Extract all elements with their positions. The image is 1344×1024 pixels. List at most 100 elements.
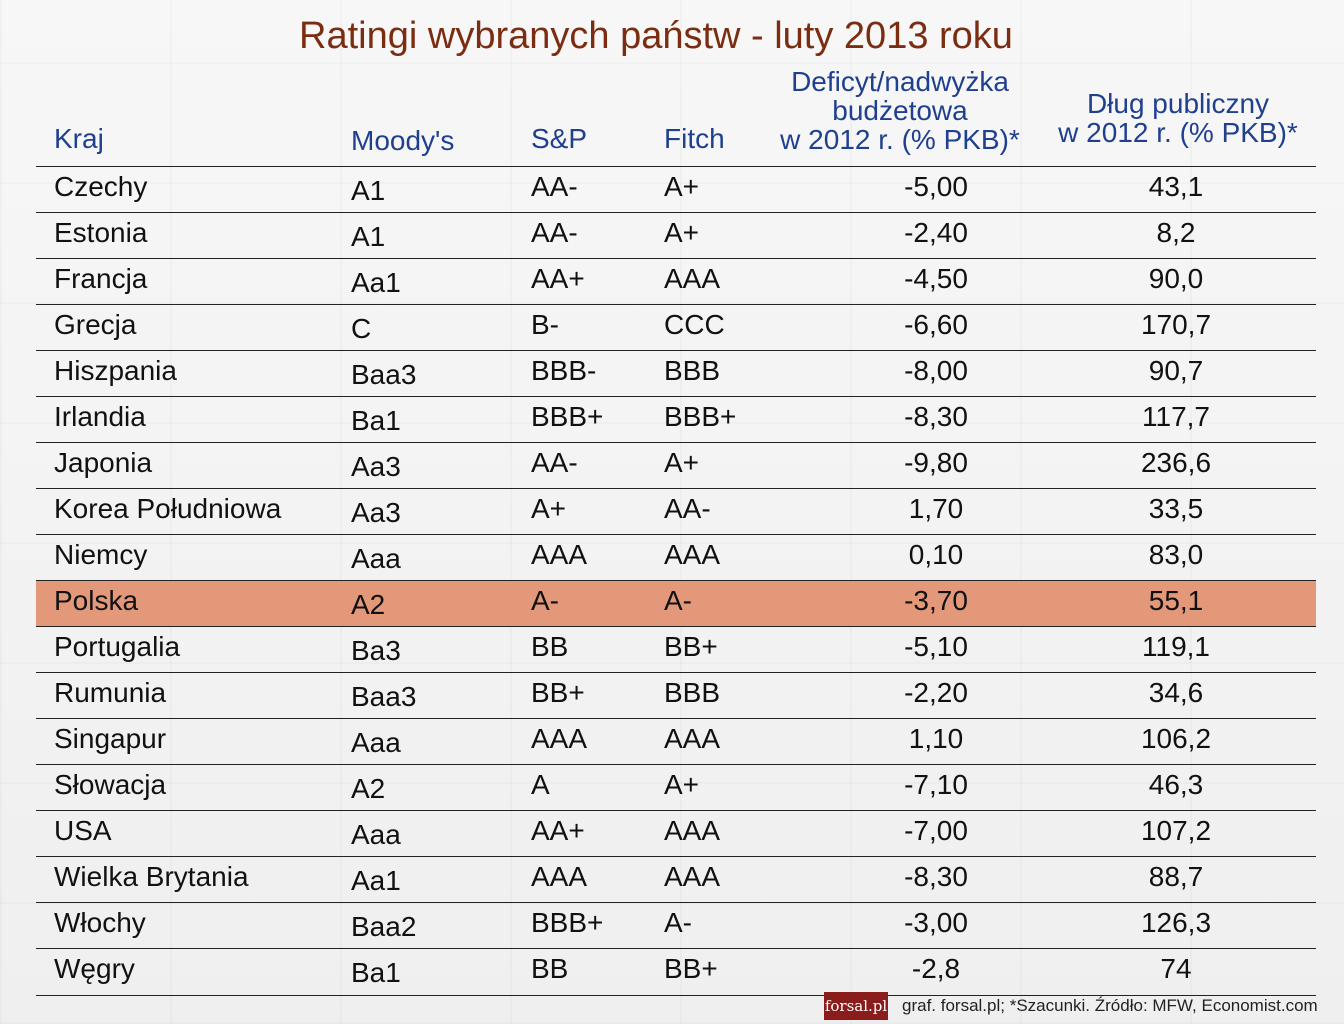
- cell-country: Estonia: [54, 217, 148, 248]
- header-deficit-line1: Deficyt/nadwyżka: [791, 66, 1009, 97]
- cell-fitch: BB+: [664, 631, 718, 662]
- cell-country: Singapur: [54, 723, 167, 754]
- table-row: Grecja C B- CCC -6,60 170,7: [36, 304, 1316, 351]
- header-deficit-line3: w 2012 r. (% PKB)*: [780, 124, 1020, 155]
- cell-country: USA: [54, 815, 112, 846]
- cell-country: Korea Południowa: [54, 493, 282, 524]
- cell-country: Polska: [54, 585, 139, 616]
- cell-fitch: CCC: [664, 309, 725, 340]
- cell-moodys: Aa3: [351, 451, 401, 482]
- cell-sp: AAA: [531, 861, 588, 892]
- cell-debt: 106,2: [1140, 723, 1212, 754]
- cell-moodys: C: [351, 313, 372, 344]
- cell-deficit: -5,00: [904, 171, 968, 202]
- cell-fitch: A+: [664, 217, 700, 248]
- cell-fitch: AAA: [664, 861, 721, 892]
- cell-fitch: A-: [664, 907, 692, 938]
- cell-deficit: -4,50: [904, 263, 968, 294]
- cell-debt: 46,3: [1148, 769, 1204, 800]
- header-sp: S&P: [531, 123, 588, 154]
- cell-deficit: -8,30: [904, 861, 968, 892]
- table-row: Irlandia Ba1 BBB+ BBB+ -8,30 117,7: [36, 396, 1316, 443]
- table-row: Rumunia Baa3 BB+ BBB -2,20 34,6: [36, 672, 1316, 719]
- cell-country: Czechy: [54, 171, 148, 202]
- cell-moodys: A2: [351, 589, 386, 620]
- cell-sp: BBB+: [531, 401, 604, 432]
- table-row: Polska A2 A- A- -3,70 55,1: [36, 580, 1316, 627]
- cell-debt: 8,2: [1156, 217, 1196, 248]
- header-deficit-line2: budżetowa: [832, 95, 968, 126]
- cell-fitch: BB+: [664, 953, 718, 984]
- table-row: Portugalia Ba3 BB BB+ -5,10 119,1: [36, 626, 1316, 673]
- cell-fitch: AAA: [664, 815, 721, 846]
- cell-debt: 170,7: [1140, 309, 1212, 340]
- cell-deficit: 1,10: [908, 723, 964, 754]
- cell-debt: 90,0: [1148, 263, 1204, 294]
- cell-deficit: -9,80: [904, 447, 968, 478]
- footer-credit: graf. forsal.pl; *Szacunki. Źródło: MFW,…: [902, 996, 1318, 1015]
- cell-debt: 55,1: [1148, 585, 1204, 616]
- table-row: Włochy Baa2 BBB+ A- -3,00 126,3: [36, 902, 1316, 949]
- cell-sp: AA-: [531, 171, 578, 202]
- cell-moodys: A2: [351, 773, 386, 804]
- table-row: Francja Aa1 AA+ AAA -4,50 90,0: [36, 258, 1316, 305]
- cell-country: Włochy: [54, 907, 146, 938]
- cell-country: Francja: [54, 263, 148, 294]
- cell-sp: AA+: [531, 263, 585, 294]
- chart-title: Ratingi wybranych państw - luty 2013 rok…: [299, 15, 1013, 57]
- cell-sp: AA-: [531, 447, 578, 478]
- cell-fitch: BBB+: [664, 401, 737, 432]
- forsal-logo: forsal.pl: [824, 992, 888, 1020]
- cell-deficit: -2,20: [904, 677, 968, 708]
- cell-deficit: 0,10: [908, 539, 964, 570]
- cell-moodys: Aaa: [351, 727, 401, 758]
- cell-fitch: A+: [664, 769, 700, 800]
- cell-deficit: -2,8: [911, 953, 961, 984]
- cell-country: Grecja: [54, 309, 137, 340]
- cell-moodys: Ba1: [351, 405, 401, 436]
- cell-moodys: A1: [351, 175, 386, 206]
- cell-sp: AA+: [531, 815, 585, 846]
- cell-sp: BBB-: [531, 355, 597, 386]
- cell-moodys: Baa3: [351, 681, 417, 712]
- table-row: Niemcy Aaa AAA AAA 0,10 83,0: [36, 534, 1316, 581]
- cell-debt: 126,3: [1140, 907, 1212, 938]
- cell-moodys: A1: [351, 221, 386, 252]
- cell-moodys: Aaa: [351, 543, 401, 574]
- cell-debt: 236,6: [1140, 447, 1212, 478]
- cell-sp: AA-: [531, 217, 578, 248]
- cell-fitch: A+: [664, 171, 700, 202]
- cell-fitch: AAA: [664, 263, 721, 294]
- cell-sp: A: [531, 769, 550, 800]
- cell-debt: 34,6: [1148, 677, 1204, 708]
- cell-fitch: A-: [664, 585, 692, 616]
- table-row: USA Aaa AA+ AAA -7,00 107,2: [36, 810, 1316, 857]
- cell-country: Wielka Brytania: [54, 861, 249, 892]
- table-row: Czechy A1 AA- A+ -5,00 43,1: [36, 166, 1316, 213]
- table-row: Węgry Ba1 BB BB+ -2,8 74: [36, 948, 1316, 996]
- cell-country: Portugalia: [54, 631, 181, 662]
- cell-debt: 107,2: [1140, 815, 1212, 846]
- cell-moodys: Aaa: [351, 819, 401, 850]
- cell-debt: 117,7: [1142, 401, 1210, 432]
- header-debt: Dług publiczny w 2012 r. (% PKB)*: [1048, 89, 1308, 147]
- cell-deficit: -8,30: [904, 401, 968, 432]
- cell-fitch: BBB: [664, 677, 721, 708]
- cell-debt: 90,7: [1148, 355, 1204, 386]
- table-row: Estonia A1 AA- A+ -2,40 8,2: [36, 212, 1316, 259]
- cell-sp: AAA: [531, 539, 588, 570]
- cell-moodys: Aa1: [351, 267, 401, 298]
- table-row: Hiszpania Baa3 BBB- BBB -8,00 90,7: [36, 350, 1316, 397]
- header-fitch: Fitch: [664, 123, 725, 154]
- cell-country: Słowacja: [54, 769, 167, 800]
- cell-debt: 83,0: [1148, 539, 1204, 570]
- table-row: Wielka Brytania Aa1 AAA AAA -8,30 88,7: [36, 856, 1316, 903]
- cell-moodys: Aa1: [351, 865, 401, 896]
- cell-sp: B-: [531, 309, 559, 340]
- cell-sp: A+: [531, 493, 567, 524]
- cell-country: Japonia: [54, 447, 153, 478]
- cell-sp: AAA: [531, 723, 588, 754]
- cell-fitch: BBB: [664, 355, 721, 386]
- table-row: Korea Południowa Aa3 A+ AA- 1,70 33,5: [36, 488, 1316, 535]
- cell-moodys: Aa3: [351, 497, 401, 528]
